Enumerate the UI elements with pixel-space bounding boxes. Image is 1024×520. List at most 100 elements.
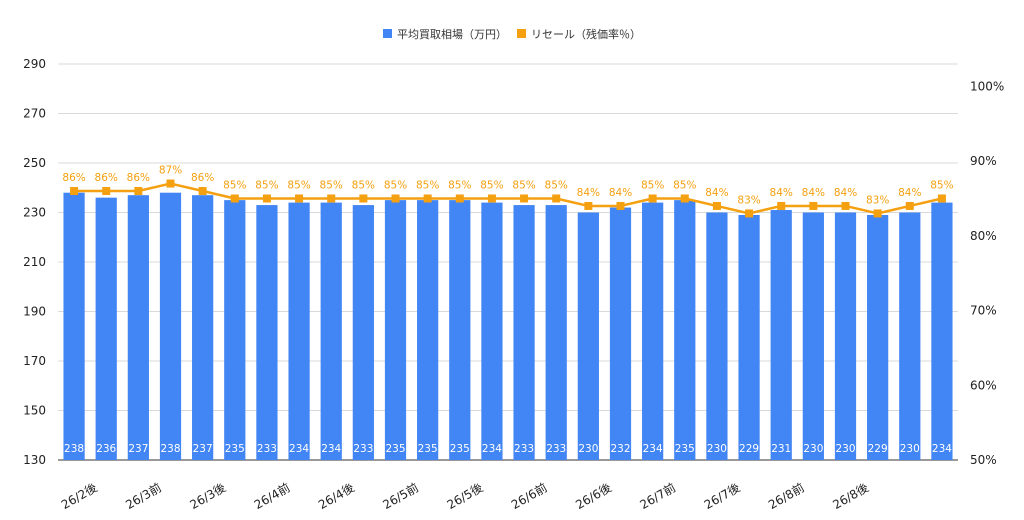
line-point	[584, 201, 593, 210]
x-tick-label: 26/8後	[830, 480, 871, 512]
bar	[288, 202, 310, 460]
line-point	[777, 201, 786, 210]
bar	[481, 202, 503, 460]
line-point	[520, 194, 529, 203]
x-tick-label: 26/3後	[187, 480, 228, 512]
bar	[674, 200, 696, 460]
line-point	[487, 194, 496, 203]
line-point	[745, 209, 754, 218]
line-point	[712, 201, 721, 210]
bar-value-label: 233	[514, 443, 534, 455]
left-tick-label: 270	[23, 107, 46, 121]
right-tick-label: 70%	[970, 304, 997, 318]
line-point	[455, 194, 464, 203]
bar-value-label: 235	[418, 443, 438, 455]
line-point	[905, 201, 914, 210]
left-tick-label: 230	[23, 206, 46, 220]
legend-line-swatch	[517, 29, 526, 38]
line-value-label: 84%	[834, 187, 857, 199]
bar	[609, 207, 632, 460]
bar-value-label: 238	[160, 443, 180, 455]
line-value-label: 83%	[866, 194, 889, 206]
line-value-label: 86%	[62, 172, 85, 184]
bar	[127, 195, 149, 461]
right-tick-label: 80%	[970, 229, 997, 243]
bar	[867, 214, 889, 460]
bar-value-label: 229	[739, 443, 759, 455]
line-series: 86% 86% 86% 87% 86% 85% 85% 85% 85% 85% 85% 85% 85% 8…	[62, 165, 954, 218]
right-tick-label: 90%	[970, 154, 997, 168]
line-point	[552, 194, 561, 203]
bar-value-label: 234	[289, 443, 309, 455]
bar	[95, 197, 117, 460]
line-value-label: 86%	[95, 172, 118, 184]
bar-value-label: 236	[96, 443, 116, 455]
line-point	[841, 201, 850, 210]
bar	[449, 200, 471, 460]
bar-value-label: 238	[64, 443, 84, 455]
line-value-label: 85%	[287, 179, 310, 191]
line-point	[423, 194, 432, 203]
bar	[899, 212, 921, 460]
x-tick-label: 26/5前	[380, 480, 421, 512]
bar	[931, 202, 953, 460]
bar-value-label: 235	[675, 443, 695, 455]
bar-value-label: 235	[385, 443, 405, 455]
bar-value-label: 234	[321, 443, 341, 455]
line-value-label: 85%	[448, 179, 471, 191]
legend-line-label: リセール（残価率％）	[531, 27, 641, 41]
bar	[256, 205, 278, 460]
bar	[513, 205, 535, 460]
line-value-label: 84%	[898, 187, 921, 199]
line-value-label: 86%	[127, 172, 150, 184]
bar	[834, 212, 857, 460]
bar-value-label: 237	[193, 443, 213, 455]
line-value-label: 85%	[641, 179, 664, 191]
bar	[63, 192, 85, 460]
left-tick-label: 190	[23, 305, 46, 319]
x-tick-label: 26/4前	[251, 480, 292, 512]
line-point	[937, 194, 946, 203]
line-point	[70, 187, 79, 196]
x-tick-label: 26/2後	[59, 480, 100, 512]
line-point	[873, 209, 882, 218]
legend-bar-label: 平均買取相場（万円）	[397, 28, 507, 41]
line-point	[166, 179, 175, 188]
bar-value-label: 234	[932, 443, 952, 455]
x-tick-label: 26/3前	[123, 480, 164, 512]
x-tick-label: 26/4後	[316, 480, 357, 512]
line-value-label: 85%	[223, 179, 246, 191]
line-value-label: 85%	[384, 179, 407, 191]
right-tick-label: 60%	[970, 378, 997, 392]
line-point	[616, 201, 625, 210]
line-value-label: 84%	[770, 187, 793, 199]
bar	[802, 212, 824, 460]
line-value-label: 85%	[673, 179, 696, 191]
x-tick-label: 26/6後	[573, 480, 614, 512]
line-value-label: 86%	[191, 172, 214, 184]
bar	[192, 195, 214, 461]
bar-value-label: 235	[450, 443, 470, 455]
line-value-label: 85%	[512, 179, 535, 191]
line-point	[327, 194, 336, 203]
bar-value-label: 229	[868, 443, 888, 455]
bar-value-label: 230	[835, 443, 855, 455]
legend-bar-swatch	[383, 29, 392, 38]
line-point	[198, 187, 207, 196]
bar	[224, 200, 246, 460]
line-path	[74, 182, 943, 215]
bar-value-label: 233	[353, 443, 373, 455]
line-value-label: 84%	[705, 187, 728, 199]
bar	[384, 200, 407, 460]
line-value-label: 84%	[609, 187, 632, 199]
line-value-label: 85%	[255, 179, 278, 191]
bar-value-label: 230	[900, 443, 920, 455]
x-tick-label: 26/5後	[445, 480, 486, 512]
bar-value-label: 235	[225, 443, 245, 455]
line-point	[391, 194, 400, 203]
bar-value-label: 233	[257, 443, 277, 455]
left-tick-label: 250	[23, 156, 46, 170]
line-point	[102, 187, 111, 196]
